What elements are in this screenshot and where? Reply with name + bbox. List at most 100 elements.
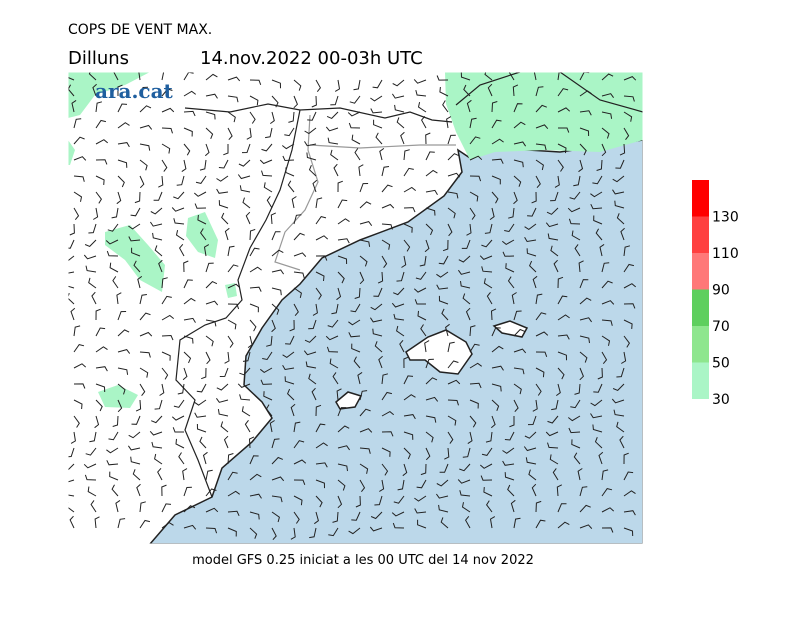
wind-barb bbox=[359, 408, 371, 417]
wind-barb bbox=[549, 454, 559, 465]
wind-barb bbox=[393, 495, 405, 504]
wind-barb bbox=[249, 79, 262, 85]
wind-barb bbox=[623, 490, 636, 497]
wind-barb bbox=[68, 479, 75, 483]
wind-barb bbox=[249, 473, 262, 481]
wind-barb bbox=[131, 415, 141, 425]
wind-barb bbox=[359, 428, 373, 433]
wind-barb bbox=[403, 167, 414, 177]
wind-barb bbox=[403, 239, 411, 252]
wind-barb bbox=[205, 469, 213, 481]
wind-barb bbox=[197, 214, 207, 225]
wind-barb bbox=[151, 415, 163, 424]
wind-barb bbox=[513, 191, 518, 205]
wind-barb bbox=[557, 276, 564, 289]
wind-barb bbox=[260, 379, 273, 385]
wind-barb bbox=[88, 72, 97, 81]
wind-barb bbox=[513, 159, 524, 168]
wind-barb bbox=[90, 500, 97, 513]
wind-barb bbox=[403, 207, 416, 213]
wind-barb bbox=[447, 191, 459, 199]
wind-barb bbox=[289, 319, 295, 332]
wind-barb bbox=[374, 495, 383, 506]
wind-barb bbox=[375, 132, 383, 145]
wind-barb bbox=[393, 313, 405, 321]
wind-barb bbox=[183, 127, 193, 137]
wind-barb bbox=[293, 79, 302, 91]
wind-barb bbox=[469, 325, 476, 337]
wind-barb bbox=[227, 95, 239, 103]
wind-barb bbox=[381, 431, 394, 437]
wind-barb bbox=[489, 516, 496, 529]
wind-barb bbox=[293, 232, 305, 241]
wind-barb bbox=[111, 207, 119, 219]
wind-barb bbox=[414, 299, 426, 305]
wind-barb bbox=[337, 425, 350, 433]
wind-barb bbox=[483, 487, 493, 497]
wind-barb bbox=[284, 376, 295, 385]
wind-barb bbox=[315, 79, 322, 93]
wind-barb bbox=[107, 223, 119, 232]
wind-barb bbox=[293, 271, 305, 279]
wind-barb bbox=[417, 519, 427, 529]
wind-barb bbox=[527, 415, 537, 426]
wind-barb bbox=[381, 203, 395, 209]
wind-barb bbox=[396, 325, 405, 337]
wind-barb bbox=[403, 394, 416, 401]
wind-barb bbox=[469, 362, 482, 369]
wind-barb bbox=[601, 111, 613, 119]
wind-barb bbox=[227, 264, 239, 273]
wind-barb bbox=[242, 351, 251, 362]
wind-barb bbox=[262, 351, 273, 361]
wind-barb bbox=[420, 115, 427, 129]
wind-barb bbox=[557, 159, 564, 172]
wind-barb bbox=[315, 271, 325, 282]
wind-barb bbox=[447, 415, 457, 426]
wind-barb bbox=[241, 406, 251, 417]
wind-barb bbox=[513, 383, 522, 395]
wind-barb bbox=[491, 101, 498, 113]
wind-barb bbox=[462, 447, 471, 458]
wind-barb bbox=[370, 511, 383, 520]
wind-barb bbox=[337, 271, 345, 284]
wind-barb bbox=[259, 159, 273, 165]
wind-barb bbox=[377, 271, 384, 284]
wind-barb bbox=[439, 463, 449, 473]
wind-barb bbox=[425, 447, 431, 461]
wind-barb bbox=[71, 99, 77, 113]
wind-barb bbox=[205, 507, 219, 513]
wind-barb bbox=[490, 415, 496, 429]
wind-barb bbox=[447, 223, 453, 237]
wind-barb bbox=[420, 324, 427, 337]
wind-barb bbox=[612, 189, 625, 195]
wind-barb bbox=[485, 500, 493, 513]
wind-barb bbox=[491, 138, 504, 145]
wind-barb bbox=[469, 382, 482, 389]
wind-barb bbox=[501, 239, 515, 246]
gust-area bbox=[225, 283, 237, 298]
wind-barb bbox=[271, 456, 283, 465]
wind-barb bbox=[152, 232, 163, 241]
wind-barb bbox=[158, 259, 163, 273]
wind-barb bbox=[137, 275, 143, 289]
wind-barb bbox=[178, 243, 185, 257]
wind-barb bbox=[328, 527, 339, 537]
wind-barb bbox=[183, 486, 192, 497]
wind-barb bbox=[568, 218, 581, 225]
wind-barb bbox=[68, 271, 75, 274]
wind-barb bbox=[130, 207, 141, 217]
wind-barb bbox=[161, 72, 165, 81]
wind-barb bbox=[291, 196, 297, 209]
wind-barb bbox=[446, 116, 452, 129]
wind-barb bbox=[117, 122, 130, 129]
wind-barb bbox=[545, 222, 559, 228]
wind-barb bbox=[502, 251, 515, 257]
wind-barb bbox=[374, 341, 383, 353]
wind-barb bbox=[139, 86, 149, 97]
wind-barb bbox=[249, 455, 259, 465]
wind-barb bbox=[447, 207, 456, 219]
wind-barb bbox=[513, 328, 525, 337]
wind-barb bbox=[601, 300, 615, 305]
wind-barb bbox=[483, 278, 493, 289]
wind-barb bbox=[154, 453, 163, 465]
